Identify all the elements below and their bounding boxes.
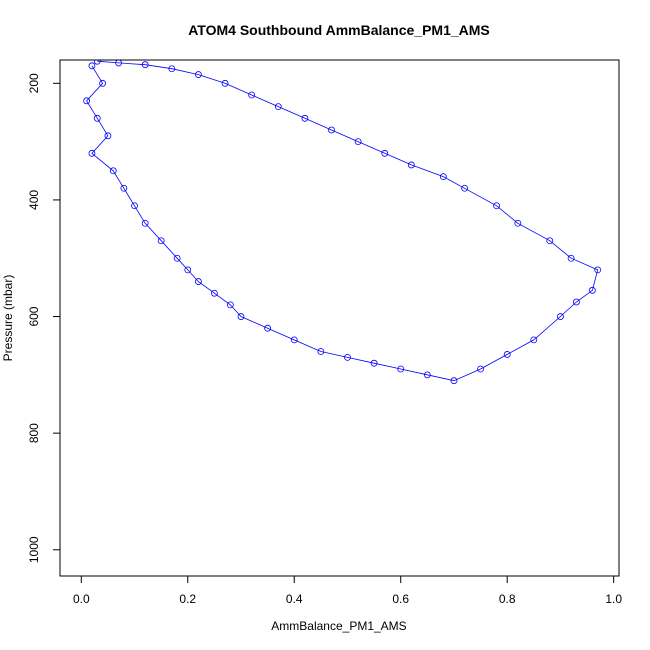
data-point	[317, 348, 325, 355]
data-point	[141, 219, 149, 227]
data-point	[104, 132, 112, 140]
data-point	[210, 289, 218, 297]
data-point	[120, 184, 128, 192]
data-point	[493, 202, 500, 210]
x-tick-label: 0.4	[286, 592, 303, 606]
series-line	[86, 60, 599, 382]
data-point	[131, 202, 138, 210]
y-axis: 200 400 600 800 1000	[27, 73, 61, 563]
data-point	[237, 313, 245, 320]
y-tick-label: 400	[27, 190, 41, 210]
data-point	[573, 298, 580, 306]
data-point	[168, 65, 176, 73]
data-point	[588, 286, 596, 294]
data-point	[274, 103, 282, 111]
data-point	[221, 79, 229, 87]
data-point	[407, 161, 415, 169]
data-point	[93, 114, 101, 122]
data-point	[195, 278, 202, 285]
data-point	[503, 351, 511, 358]
x-tick-label: 0.2	[179, 592, 196, 606]
data-point	[557, 313, 564, 320]
data-point	[477, 365, 484, 373]
data-point	[301, 114, 309, 122]
y-tick-label: 1000	[27, 536, 41, 563]
y-tick-label: 800	[27, 423, 41, 443]
data-point	[328, 126, 335, 134]
data-point	[381, 149, 389, 157]
data-point	[195, 71, 202, 78]
data-point	[290, 336, 298, 344]
data-point	[264, 324, 272, 332]
data-point	[141, 61, 149, 69]
data-point	[354, 138, 362, 146]
data-point	[514, 219, 522, 227]
data-point	[115, 60, 122, 67]
data-point	[594, 266, 602, 274]
data-point	[546, 237, 554, 245]
data-point	[423, 371, 431, 379]
data-point	[344, 353, 351, 361]
chart-title: ATOM4 Southbound AmmBalance_PM1_AMS	[188, 22, 490, 38]
data-point	[530, 336, 538, 344]
x-axis: 0.0 0.2 0.4 0.6 0.8 1.0	[73, 575, 622, 606]
data-point	[248, 91, 256, 99]
data-point	[99, 79, 106, 87]
data-point	[567, 254, 575, 262]
y-axis-label: Pressure (mbar)	[1, 275, 15, 362]
data-point	[93, 60, 101, 65]
x-tick-label: 0.6	[392, 592, 409, 606]
plot-frame	[59, 59, 620, 577]
data-point	[157, 237, 165, 245]
y-tick-label: 600	[27, 306, 41, 326]
data-point	[439, 173, 447, 181]
data-point	[397, 365, 405, 373]
data-point	[370, 359, 378, 367]
data-point	[88, 149, 96, 157]
x-axis-label: AmmBalance_PM1_AMS	[271, 619, 406, 633]
data-point	[184, 266, 192, 274]
data-point	[450, 377, 458, 385]
data-point	[88, 62, 96, 70]
data-point	[173, 254, 181, 262]
data-point	[461, 184, 469, 192]
y-tick-label: 200	[27, 73, 41, 93]
x-tick-label: 0.0	[73, 592, 90, 606]
data-point	[83, 97, 91, 105]
data-layer	[83, 60, 602, 385]
data-point	[226, 301, 234, 309]
data-point	[109, 167, 117, 175]
x-tick-label: 1.0	[605, 592, 622, 606]
x-tick-label: 0.8	[499, 592, 516, 606]
